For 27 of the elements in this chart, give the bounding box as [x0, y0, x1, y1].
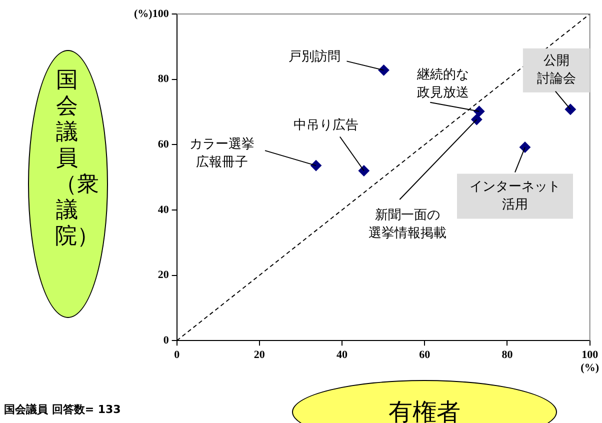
annotation: 継続的な政見放送: [416, 68, 470, 101]
x-tick-label: 60: [419, 349, 431, 362]
annotation: カラー選挙広報冊子: [190, 136, 255, 170]
y-tick-label: 20: [158, 269, 170, 282]
annotation: 戸別訪問: [288, 50, 341, 65]
point: [564, 104, 576, 115]
x-tick-label: 100 (%): [580, 349, 600, 374]
text: 国会議員 回答数= 133: [4, 402, 121, 417]
x-tick-label: 20: [254, 349, 266, 362]
y-axis-title: 国会議員（衆議院）: [55, 68, 99, 250]
point: [358, 165, 370, 176]
y-tick-label: 80: [158, 73, 170, 86]
x-tick-label: 40: [336, 349, 348, 362]
annotation: 中吊り広告: [293, 117, 358, 134]
y-tick-label: 60: [158, 138, 170, 150]
y-tick-label: 0: [163, 334, 170, 346]
point: [310, 160, 322, 172]
x-axis-title: 有権者: [388, 397, 462, 423]
y-tick-label: 40: [158, 204, 170, 216]
annotation: 公開討論会: [536, 54, 576, 87]
y-tick-label: (%)100: [134, 8, 170, 20]
x-tick-label: 80: [502, 349, 514, 362]
annotation: 新聞一面の選挙情報掲載: [368, 208, 447, 241]
x-tick-label: 0: [174, 349, 180, 362]
point: [378, 64, 390, 76]
annotation: インターネット活用: [469, 180, 560, 213]
point: [471, 114, 482, 125]
